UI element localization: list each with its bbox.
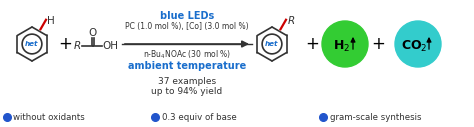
Text: n-Bu$_4$NOAc (30 mol %): n-Bu$_4$NOAc (30 mol %) [143, 49, 231, 61]
Text: without oxidants: without oxidants [13, 113, 85, 122]
Text: CO$_2$: CO$_2$ [401, 38, 427, 54]
Text: R: R [73, 41, 81, 51]
Circle shape [395, 21, 441, 67]
Circle shape [322, 21, 368, 67]
Text: +: + [58, 35, 72, 53]
Text: blue LEDs: blue LEDs [160, 11, 214, 21]
Text: OH: OH [102, 41, 118, 51]
Text: up to 94% yield: up to 94% yield [151, 88, 223, 97]
Text: +: + [305, 35, 319, 53]
Text: het: het [265, 41, 279, 47]
Text: +: + [371, 35, 385, 53]
Text: PC (1.0 mol %), [Co] (3.0 mol %): PC (1.0 mol %), [Co] (3.0 mol %) [125, 22, 249, 31]
Text: O: O [89, 28, 97, 38]
Text: H$_2$: H$_2$ [333, 38, 351, 54]
Text: R: R [288, 16, 295, 26]
Text: ambient temperature: ambient temperature [128, 61, 246, 71]
Text: 0.3 equiv of base: 0.3 equiv of base [162, 113, 237, 122]
Text: gram-scale synthesis: gram-scale synthesis [330, 113, 421, 122]
Text: H: H [47, 16, 55, 26]
Text: 37 examples: 37 examples [158, 77, 216, 86]
Text: het: het [25, 41, 39, 47]
